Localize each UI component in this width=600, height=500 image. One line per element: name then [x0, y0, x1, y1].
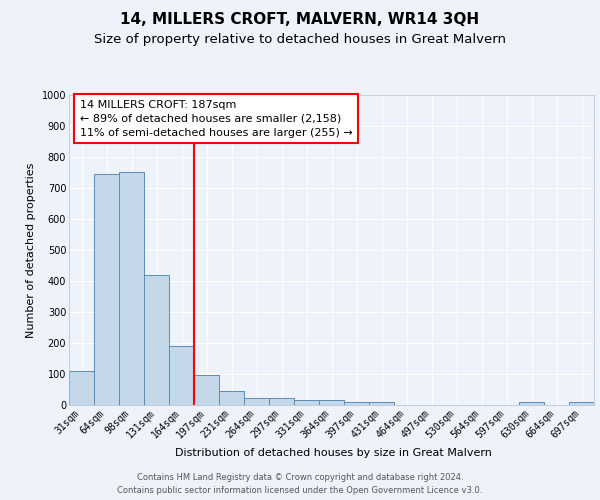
Bar: [344, 402, 369, 405]
Bar: [119, 172, 144, 405]
Bar: [219, 390, 244, 405]
Text: 14 MILLERS CROFT: 187sqm
← 89% of detached houses are smaller (2,158)
11% of sem: 14 MILLERS CROFT: 187sqm ← 89% of detach…: [79, 100, 352, 138]
Text: Contains public sector information licensed under the Open Government Licence v3: Contains public sector information licen…: [118, 486, 482, 495]
Bar: [519, 402, 544, 405]
Y-axis label: Number of detached properties: Number of detached properties: [26, 162, 36, 338]
Text: 14, MILLERS CROFT, MALVERN, WR14 3QH: 14, MILLERS CROFT, MALVERN, WR14 3QH: [121, 12, 479, 28]
Text: Distribution of detached houses by size in Great Malvern: Distribution of detached houses by size …: [175, 448, 491, 458]
Text: Size of property relative to detached houses in Great Malvern: Size of property relative to detached ho…: [94, 32, 506, 46]
Bar: [194, 375, 219, 405]
Bar: [244, 398, 269, 405]
Text: Contains HM Land Registry data © Crown copyright and database right 2024.: Contains HM Land Registry data © Crown c…: [137, 472, 463, 482]
Bar: [269, 398, 294, 405]
Bar: [69, 371, 94, 405]
Bar: [569, 402, 594, 405]
Bar: [94, 174, 119, 405]
Bar: [369, 402, 394, 405]
Bar: [169, 346, 194, 405]
Bar: [319, 400, 344, 405]
Bar: [144, 275, 169, 405]
Bar: [294, 400, 319, 405]
